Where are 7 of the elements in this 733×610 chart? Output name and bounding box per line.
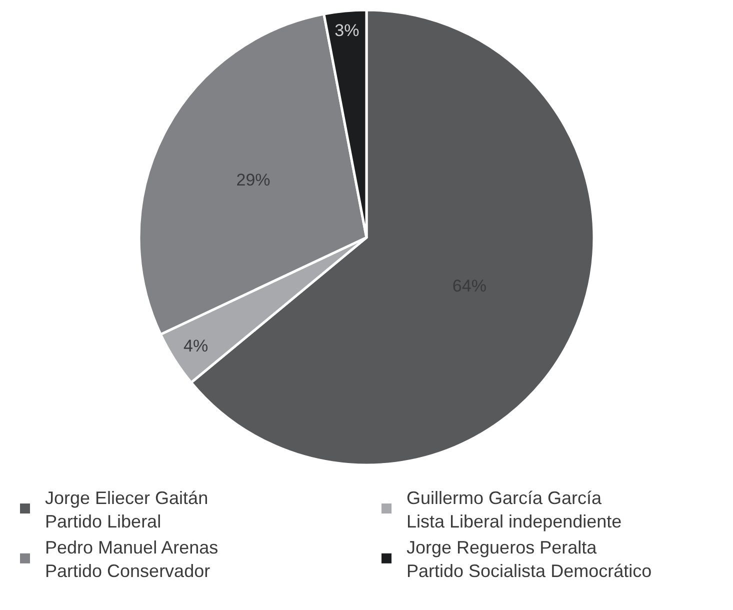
legend-label: Jorge Eliecer Gaitán Partido Liberal	[45, 488, 208, 532]
data-label: 29%	[236, 170, 270, 190]
data-label: 3%	[334, 20, 360, 40]
legend-label: Guillermo García García Lista Liberal independiente	[406, 488, 622, 532]
data-label: 4%	[184, 336, 208, 356]
legend-label: Jorge Regueros Peralta Partido Socialista Democrático	[406, 538, 652, 582]
legend-label: Pedro Manuel Arenas Partido Conservador	[45, 538, 218, 582]
